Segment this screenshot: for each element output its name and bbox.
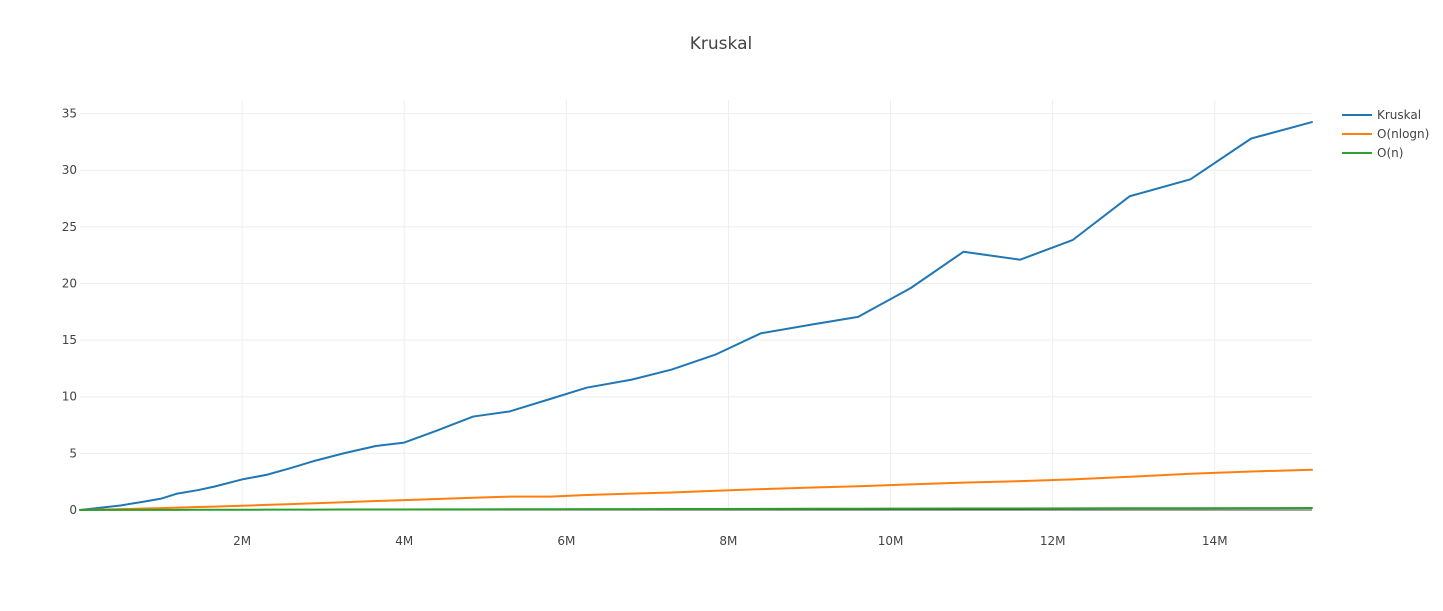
y-tick-label: 25 — [62, 220, 77, 234]
series-line-kruskal — [79, 121, 1313, 511]
x-tick-label: 4M — [395, 534, 413, 548]
y-tick-label: 15 — [62, 333, 77, 347]
series-line-o-n — [79, 507, 1313, 511]
axis-layer: 0 5 10 15 20 25 30 35 2M 4M 6M 8M 10M 12M 14M — [62, 107, 1228, 548]
chart-title: Kruskal — [690, 34, 752, 54]
legend-item[interactable]: Kruskal — [1342, 108, 1421, 122]
x-tick-label: 12M — [1040, 534, 1066, 548]
legend-label: Kruskal — [1377, 108, 1421, 122]
x-tick-label: 6M — [557, 534, 575, 548]
series-layer — [79, 121, 1313, 511]
x-tick-label: 10M — [878, 534, 904, 548]
y-tick-label: 10 — [62, 390, 77, 404]
y-tick-label: 20 — [62, 276, 77, 290]
x-tick-label: 14M — [1202, 534, 1228, 548]
legend-item[interactable]: O(nlogn) — [1342, 127, 1429, 141]
series-line-o-nlogn — [79, 468, 1313, 511]
y-tick-label: 5 — [69, 446, 77, 460]
legend-label: O(n) — [1377, 146, 1403, 160]
y-tick-label: 0 — [69, 503, 77, 517]
x-tick-label: 8M — [719, 534, 737, 548]
y-tick-label: 35 — [62, 107, 77, 121]
legend[interactable]: Kruskal O(nlogn) O(n) — [1342, 108, 1429, 160]
y-tick-label: 30 — [62, 163, 77, 177]
x-tick-label: 2M — [233, 534, 251, 548]
grid-layer — [80, 100, 1312, 511]
legend-item[interactable]: O(n) — [1342, 146, 1403, 160]
legend-label: O(nlogn) — [1377, 127, 1429, 141]
